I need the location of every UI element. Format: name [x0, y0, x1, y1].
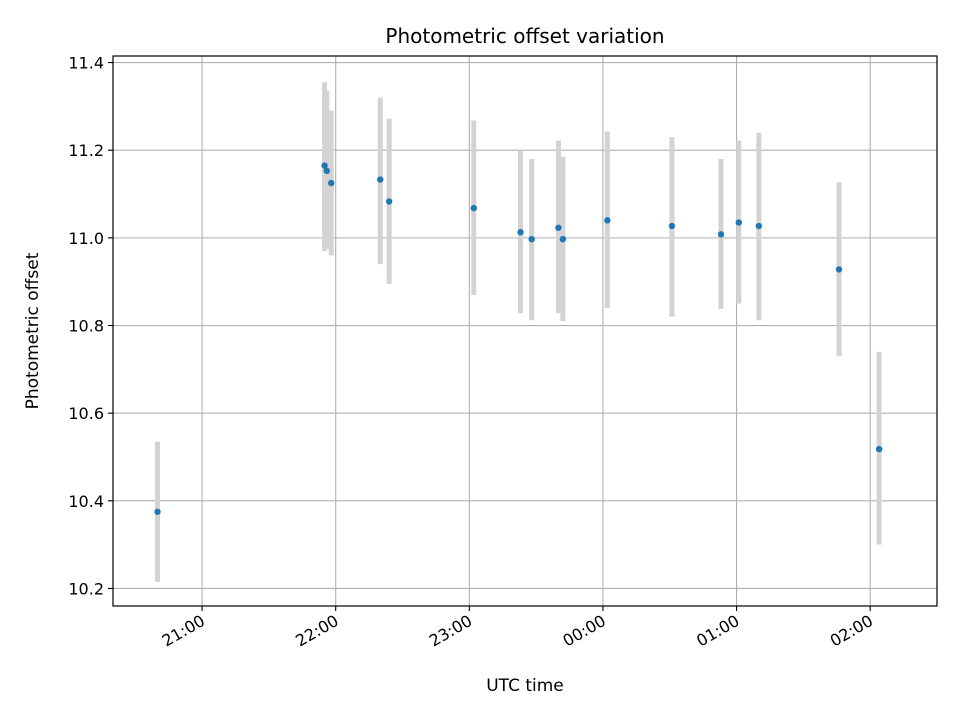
data-point	[528, 235, 535, 243]
chart-title: Photometric offset variation	[385, 24, 664, 48]
y-tick-label: 10.6	[68, 404, 104, 423]
x-axis-label: UTC time	[486, 676, 564, 696]
plot-frame	[112, 55, 938, 607]
data-point	[717, 231, 725, 238]
data-point	[735, 219, 742, 226]
data-point	[559, 235, 567, 243]
data-point	[323, 167, 330, 175]
y-tick-label: 11.0	[68, 229, 104, 248]
data-point	[377, 176, 384, 183]
data-point	[604, 217, 611, 224]
grid	[113, 56, 937, 606]
data-point	[470, 204, 477, 212]
data-point	[328, 179, 335, 187]
data-point	[555, 224, 562, 231]
y-tick-label: 11.2	[68, 141, 104, 160]
y-tick-label: 10.2	[68, 579, 104, 598]
data-point	[875, 445, 883, 453]
y-axis-label: Photometric offset	[23, 252, 43, 409]
data-points	[154, 162, 883, 515]
data-point	[154, 508, 161, 515]
data-point	[385, 198, 393, 205]
data-point	[321, 162, 328, 169]
y-tick-label: 10.4	[68, 492, 104, 511]
y-tick-label: 11.4	[68, 54, 104, 73]
data-point	[668, 222, 676, 230]
data-point	[517, 228, 524, 236]
y-axis-ticks: 10.2 10.4 10.6 10.8 11.0 11.2 11.4	[68, 54, 113, 598]
y-tick-label: 10.8	[68, 317, 104, 336]
data-point	[835, 266, 843, 273]
data-point	[755, 222, 763, 230]
